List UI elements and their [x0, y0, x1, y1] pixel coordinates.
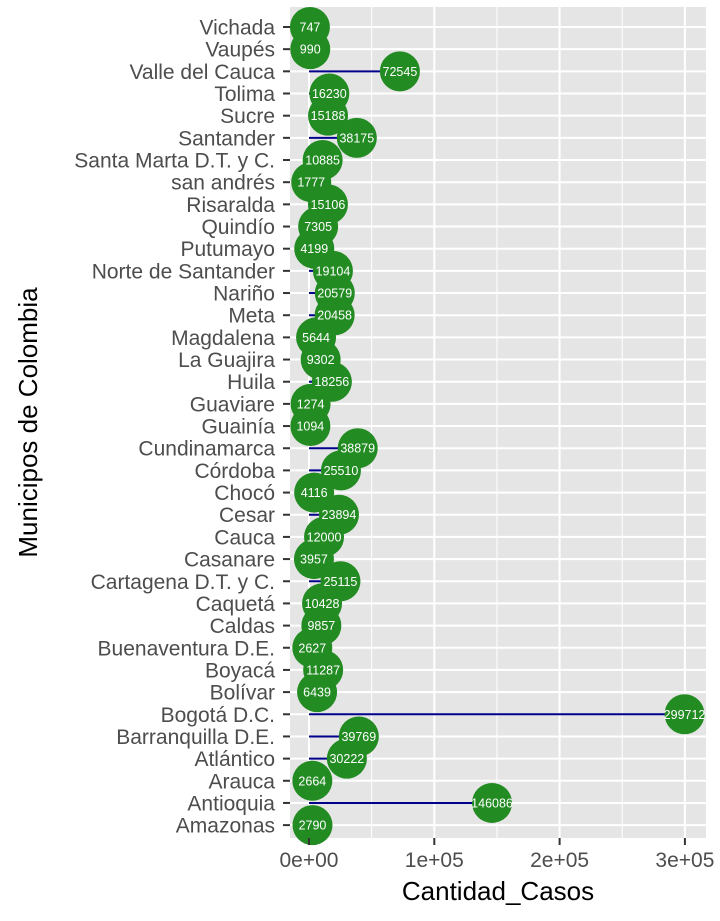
- y-tick-label-29: Boyacá: [205, 659, 275, 682]
- data-label-33: 30222: [329, 752, 364, 766]
- x-tick-label-1: 1e+05: [405, 849, 464, 872]
- point-18: [290, 406, 331, 447]
- data-label-28: 2627: [298, 641, 326, 655]
- x-axis-title: Cantidad_Casos: [402, 876, 594, 906]
- y-tick-label-32: Barranquilla D.E.: [116, 726, 275, 749]
- data-label-8: 15106: [311, 198, 346, 212]
- y-tick-label-25: Cartagena D.T. y C.: [91, 571, 275, 594]
- y-tick-label-33: Atlántico: [194, 748, 275, 771]
- y-tick-label-5: Santander: [178, 127, 275, 150]
- y-tick-label-13: Meta: [228, 305, 275, 328]
- point-24: [293, 539, 334, 580]
- data-label-13: 20458: [317, 309, 352, 323]
- y-tick-label-7: san andrés: [171, 172, 275, 195]
- data-label-16: 18256: [314, 375, 349, 389]
- point-5: [336, 117, 377, 158]
- y-tick-label-11: Norte de Santander: [92, 260, 275, 283]
- data-label-11: 19104: [316, 264, 351, 278]
- y-tick-label-8: Risaralda: [186, 194, 275, 217]
- data-label-26: 10428: [305, 597, 340, 611]
- data-label-18: 1094: [296, 420, 324, 434]
- y-tick-label-27: Caldas: [210, 615, 275, 638]
- y-tick-label-36: Amazonas: [176, 815, 275, 838]
- data-label-30: 6439: [303, 686, 331, 700]
- point-33: [326, 738, 367, 779]
- data-label-32: 39769: [341, 730, 376, 744]
- x-tick-label-2: 2e+05: [530, 849, 589, 872]
- data-label-0: 747: [300, 21, 321, 35]
- y-tick-label-18: Guainía: [201, 416, 275, 439]
- y-tick-label-14: Magdalena: [171, 327, 275, 350]
- data-label-3: 16230: [312, 87, 347, 101]
- y-tick-label-4: Sucre: [220, 105, 275, 128]
- y-tick-label-28: Buenaventura D.E.: [98, 637, 275, 660]
- point-30: [297, 672, 338, 713]
- point-36: [292, 805, 333, 846]
- y-tick-label-31: Bogotá D.C.: [161, 704, 275, 727]
- point-4: [308, 95, 349, 136]
- y-tick-label-22: Cesar: [219, 504, 275, 527]
- data-label-29: 11287: [306, 663, 340, 677]
- y-tick-label-15: La Guajira: [178, 349, 275, 372]
- point-34: [292, 760, 333, 801]
- y-tick-label-20: Córdoba: [194, 460, 275, 483]
- data-label-2: 72545: [383, 65, 418, 79]
- y-tick-label-12: Nariño: [213, 283, 275, 306]
- data-label-9: 7305: [304, 220, 332, 234]
- y-tick-label-30: Bolívar: [210, 682, 275, 705]
- data-label-17: 1274: [297, 397, 325, 411]
- y-tick-label-34: Arauca: [208, 770, 275, 793]
- data-label-14: 5644: [302, 331, 330, 345]
- y-tick-label-6: Santa Marta D.T. y C.: [74, 150, 275, 173]
- y-tick-label-2: Valle del Cauca: [129, 61, 275, 84]
- y-axis-title: Municipos de Colombia: [13, 287, 43, 558]
- data-label-7: 1777: [297, 176, 325, 190]
- data-label-35: 146086: [471, 796, 513, 810]
- data-label-10: 4199: [300, 242, 328, 256]
- data-label-5: 38175: [339, 131, 374, 145]
- lollipop-points: [289, 7, 705, 846]
- grid-lines: [290, 7, 706, 838]
- data-label-1: 990: [300, 43, 321, 57]
- y-tick-label-17: Guaviare: [190, 393, 275, 416]
- y-tick-label-23: Cauca: [214, 526, 275, 549]
- data-label-24: 3957: [300, 553, 328, 567]
- data-label-15: 9302: [307, 353, 335, 367]
- data-label-25: 25115: [324, 575, 358, 589]
- y-tick-label-3: Tolima: [214, 83, 275, 106]
- x-axis-ticks: 0e+00 1e+05 2e+05 3e+05: [280, 838, 714, 872]
- y-tick-label-24: Casanare: [184, 549, 275, 572]
- data-label-21: 4116: [301, 486, 328, 500]
- data-label-12: 20579: [317, 287, 352, 301]
- y-tick-label-21: Chocó: [214, 482, 275, 505]
- point-20: [320, 450, 361, 491]
- data-label-34: 2664: [298, 774, 326, 788]
- data-label-23: 12000: [307, 530, 342, 544]
- y-tick-label-10: Putumayo: [180, 238, 275, 261]
- point-35: [472, 782, 513, 823]
- y-tick-label-19: Cundinamarca: [138, 438, 275, 461]
- y-tick-label-16: Huila: [227, 371, 275, 394]
- data-label-19: 38879: [340, 442, 375, 456]
- y-tick-label-9: Quindío: [201, 216, 275, 239]
- data-label-6: 10885: [305, 154, 340, 168]
- y-tick-label-0: Vichada: [199, 17, 275, 40]
- data-labels: 747 990 72545 16230 15188 38175 10885 1777 15106…: [296, 21, 705, 833]
- x-tick-label-3: 3e+05: [655, 849, 714, 872]
- data-label-20: 25510: [324, 464, 359, 478]
- data-label-36: 2790: [299, 819, 327, 833]
- data-label-31: 299712: [664, 708, 706, 722]
- x-tick-label-0: 0e+00: [280, 849, 339, 872]
- point-2: [379, 51, 420, 92]
- point-31: [664, 694, 705, 735]
- y-tick-label-1: Vaupés: [205, 39, 275, 62]
- point-1: [290, 29, 331, 70]
- data-label-22: 23894: [322, 508, 357, 522]
- y-tick-label-26: Caquetá: [196, 593, 276, 616]
- data-label-4: 15188: [311, 109, 346, 123]
- data-label-27: 9857: [307, 619, 335, 633]
- y-tick-label-35: Antioquia: [187, 792, 275, 815]
